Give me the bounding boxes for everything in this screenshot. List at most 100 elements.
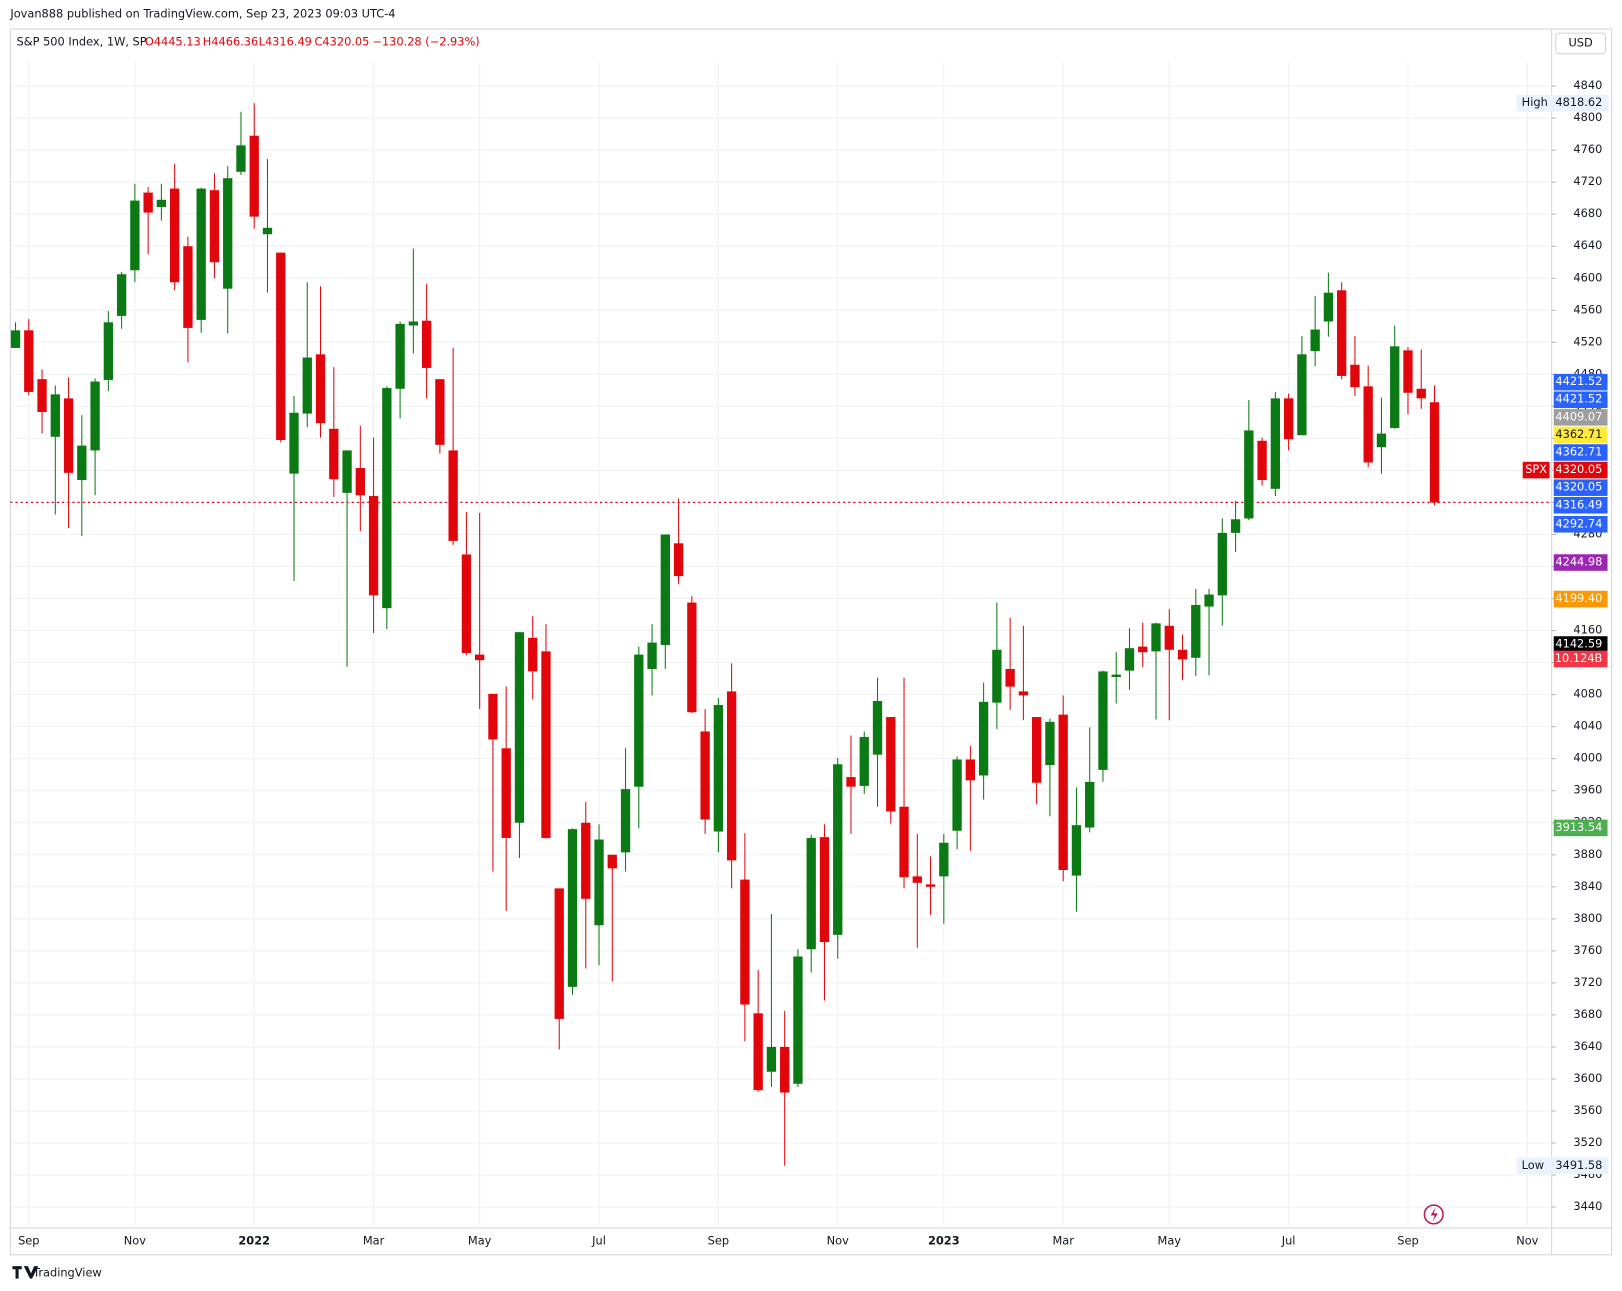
candle-body — [461, 554, 472, 653]
candle-body — [1191, 604, 1201, 658]
candle-body — [554, 888, 564, 1019]
price-tag-label: 4320.05 — [1555, 480, 1602, 494]
candle-body — [488, 693, 498, 740]
y-tick-label: 3960 — [1573, 783, 1602, 797]
price-tag-box — [1553, 516, 1608, 533]
candle-body — [408, 321, 419, 326]
candle-body — [634, 654, 644, 787]
candle-body — [581, 822, 591, 899]
price-tag-box — [1553, 409, 1608, 426]
candle-body — [1297, 354, 1307, 436]
candle-body — [143, 192, 153, 213]
extreme-name: Low — [1522, 1158, 1544, 1172]
candle-body — [90, 381, 100, 451]
candle-body — [1018, 691, 1029, 696]
candle-body — [726, 691, 737, 861]
x-tick-label: Mar — [363, 1233, 385, 1247]
candle-body — [1111, 674, 1121, 678]
candle-body — [382, 387, 392, 609]
candle-body — [1177, 649, 1188, 660]
candle-body — [1124, 648, 1135, 671]
y-tick-label: 3640 — [1573, 1039, 1602, 1053]
x-tick-label: Nov — [124, 1233, 146, 1247]
candle-body — [448, 450, 458, 541]
replay-icon[interactable] — [1423, 1204, 1444, 1225]
candle-body — [1416, 388, 1426, 399]
volume-tag-box — [1553, 650, 1608, 668]
candle-body — [1257, 440, 1267, 481]
candle-body — [276, 252, 286, 441]
candle-body — [780, 1046, 790, 1093]
y-tick-label: 4640 — [1573, 238, 1602, 252]
candle-body — [753, 1013, 763, 1091]
candle-body — [1164, 625, 1174, 650]
y-tick-label: 4840 — [1573, 78, 1602, 92]
x-tick-label: Jul — [1281, 1233, 1296, 1247]
currency[interactable]: USD — [1568, 35, 1593, 49]
candle-body — [77, 445, 87, 481]
candle-body — [620, 789, 631, 853]
candle-body — [740, 879, 750, 1005]
price-tag-box — [1553, 590, 1608, 608]
price-tag-label: 4362.71 — [1555, 427, 1602, 441]
price-tags: High 4818.62 Low 3491.58 4421.52 4421.52 4409.… — [1516, 94, 1609, 1175]
candle-body — [1270, 398, 1281, 489]
currency-button[interactable] — [1555, 32, 1606, 55]
candle-body — [342, 450, 352, 493]
y-tick-label: 3600 — [1573, 1071, 1602, 1085]
candle-body — [673, 543, 684, 577]
candle-body — [289, 412, 299, 474]
candle-body — [965, 759, 975, 781]
candle-body — [169, 188, 180, 283]
candle-body — [329, 428, 339, 480]
candle-body — [50, 394, 60, 437]
candle-body — [514, 632, 525, 823]
candle-body — [1244, 430, 1254, 519]
candle-body — [859, 737, 869, 786]
y-tick-label: 4720 — [1573, 174, 1602, 188]
y-tick-label: 3840 — [1573, 879, 1602, 893]
price-tag-label: 3913.54 — [1555, 820, 1602, 834]
candle-body — [1403, 350, 1413, 393]
candle-body — [1390, 346, 1400, 428]
x-tick-label: Nov — [1516, 1233, 1538, 1247]
frame — [9, 28, 1613, 1256]
candle-body — [1283, 398, 1294, 440]
x-tick-label: 2022 — [238, 1233, 270, 1247]
legend-value: L4316.49 — [259, 34, 312, 48]
price-tag-box — [1553, 496, 1608, 514]
candle-body — [713, 705, 724, 832]
replay-bolt — [1430, 1207, 1438, 1222]
legend-value: O4445.13 — [145, 34, 201, 48]
legend-value: −130.28 (−2.93%) — [372, 34, 479, 48]
candle-body — [872, 701, 883, 755]
candle-body — [435, 379, 445, 445]
candle-body — [700, 731, 710, 820]
brand: TradingView — [32, 1265, 102, 1279]
y-tick-label: 3720 — [1573, 975, 1602, 989]
candle-body — [1005, 669, 1015, 687]
symbol-tag: SPX — [1525, 462, 1547, 476]
price-tag-label: 4142.59 — [1555, 637, 1602, 651]
candle-body — [421, 320, 432, 368]
candle-body — [1363, 386, 1373, 463]
legend-values: O4445.13 H4466.36 L4316.49 C4320.05 −130.28 … — [145, 34, 480, 48]
candle-body — [687, 602, 697, 713]
extreme-name: High — [1522, 95, 1548, 109]
candle-body — [196, 188, 206, 320]
candle-body — [925, 884, 936, 887]
x-tick-label: Sep — [18, 1233, 39, 1247]
x-tick-label: 2023 — [928, 1233, 960, 1247]
candle-body — [766, 1046, 777, 1072]
candle-body — [833, 764, 843, 935]
candle-body — [541, 651, 551, 838]
y-tick-label: 4160 — [1573, 623, 1602, 637]
y-tick-label: 4760 — [1573, 142, 1602, 156]
candle-body — [819, 837, 830, 943]
price-tag-label: 4199.40 — [1555, 591, 1602, 605]
price-tag-label: 4362.71 — [1555, 445, 1602, 459]
candle-body — [1376, 433, 1387, 448]
candle-body — [607, 854, 617, 869]
